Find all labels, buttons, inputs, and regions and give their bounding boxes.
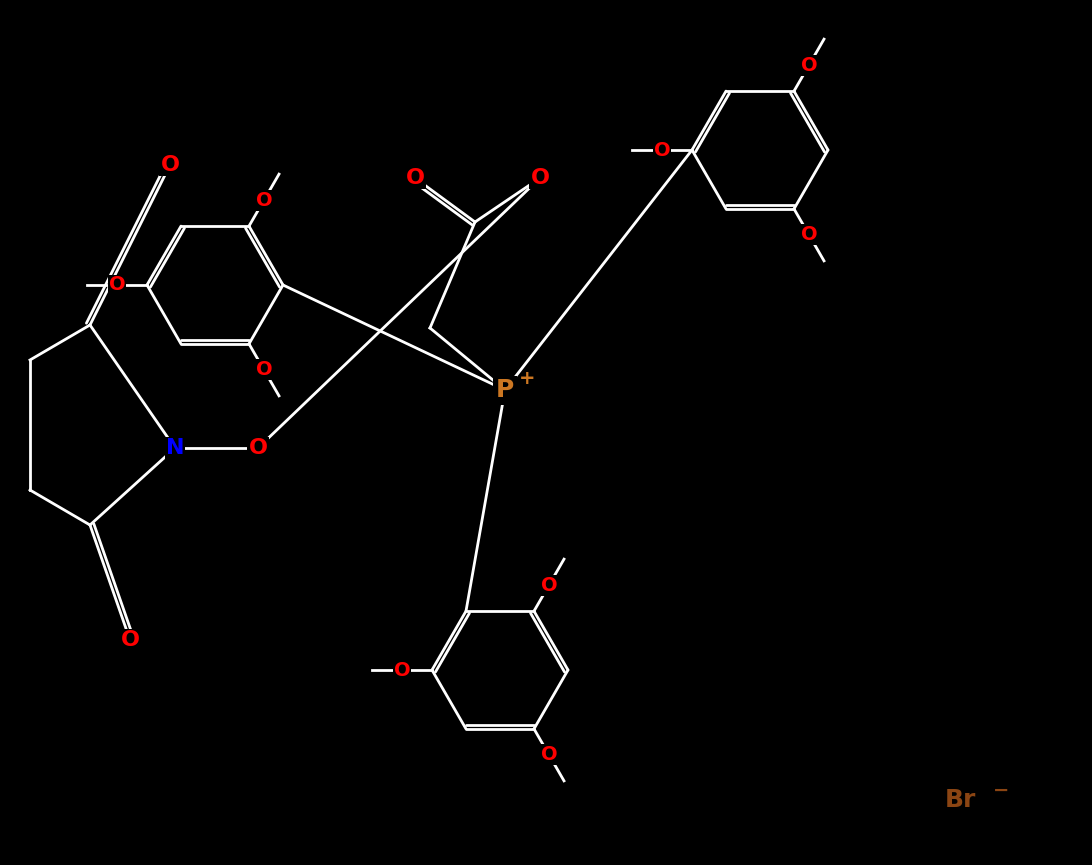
Text: O: O — [531, 168, 549, 188]
Text: O: O — [256, 190, 272, 209]
Text: O: O — [541, 575, 557, 594]
Text: O: O — [800, 226, 817, 245]
Text: O: O — [405, 168, 425, 188]
Text: −: − — [993, 780, 1009, 799]
Text: O: O — [800, 55, 817, 74]
Text: O: O — [654, 140, 670, 159]
Text: O: O — [161, 155, 179, 175]
Text: O: O — [256, 361, 272, 380]
Text: O: O — [249, 438, 268, 458]
Text: O: O — [109, 275, 126, 294]
Text: +: + — [519, 368, 535, 388]
Text: O: O — [120, 630, 140, 650]
Text: N: N — [166, 438, 185, 458]
Text: O: O — [394, 661, 411, 680]
Text: Br: Br — [945, 788, 975, 812]
Text: O: O — [541, 746, 557, 765]
Text: P: P — [496, 378, 514, 402]
